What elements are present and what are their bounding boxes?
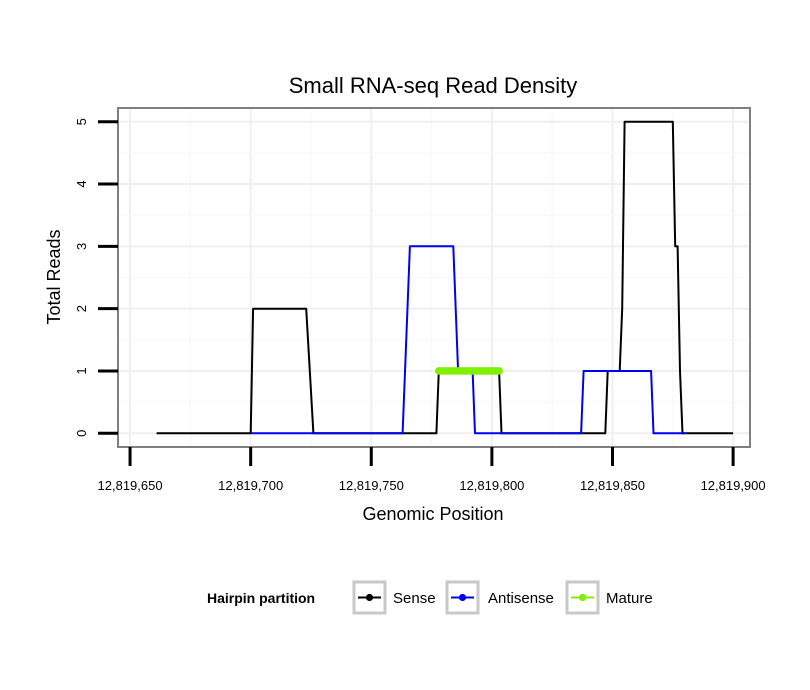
legend-title: Hairpin partition xyxy=(207,590,315,606)
legend-label-antisense: Antisense xyxy=(488,590,554,607)
legend: Hairpin partition Sense Antisense Mature xyxy=(207,580,653,615)
y-tick-label: 0 xyxy=(74,430,89,437)
data-point-mature xyxy=(495,367,503,375)
grid-lines xyxy=(118,108,750,447)
y-tick-label: 4 xyxy=(74,180,89,187)
legend-item-antisense: Antisense xyxy=(445,580,554,615)
series-mature xyxy=(435,367,503,375)
x-tick-label: 12,819,650 xyxy=(98,478,163,493)
plot-border xyxy=(117,107,751,448)
x-tick-label: 12,819,700 xyxy=(218,478,283,493)
x-axis: 12,819,650 12,819,700 12,819,750 12,819,800… xyxy=(98,447,766,493)
y-axis: 0 1 2 3 4 5 xyxy=(74,118,118,437)
y-tick-label: 3 xyxy=(74,243,89,250)
y-tick-label: 1 xyxy=(74,367,89,374)
legend-label-sense: Sense xyxy=(393,590,436,607)
series-sense xyxy=(156,120,734,435)
y-axis-title: Total Reads xyxy=(44,229,64,324)
legend-label-mature: Mature xyxy=(606,590,653,607)
y-tick-label: 2 xyxy=(74,305,89,312)
x-axis-title: Genomic Position xyxy=(362,504,503,524)
legend-item-sense: Sense xyxy=(352,580,436,615)
series-antisense xyxy=(250,245,685,435)
series-line-sense xyxy=(156,120,734,435)
x-tick-label: 12,819,800 xyxy=(459,478,524,493)
legend-key-marker xyxy=(458,593,467,602)
x-tick-label: 12,819,750 xyxy=(339,478,404,493)
series-layer xyxy=(156,120,734,435)
y-tick-label: 5 xyxy=(74,118,89,125)
legend-key-marker xyxy=(578,593,587,602)
chart-title: Small RNA-seq Read Density xyxy=(289,73,578,98)
series-line-antisense xyxy=(250,245,685,435)
legend-item-mature: Mature xyxy=(565,580,653,615)
legend-key-marker xyxy=(365,593,374,602)
x-tick-label: 12,819,850 xyxy=(580,478,645,493)
x-tick-label: 12,819,900 xyxy=(701,478,766,493)
